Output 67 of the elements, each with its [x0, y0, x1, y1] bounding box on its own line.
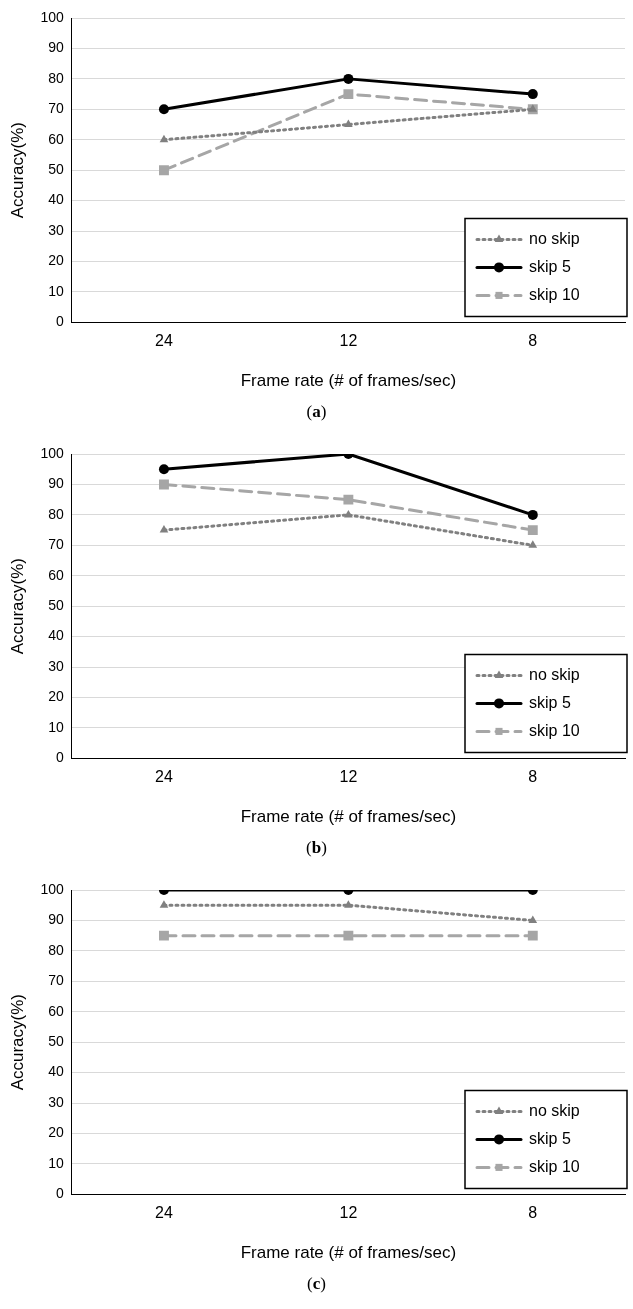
y-axis-title: Accuracy(%): [7, 994, 27, 1091]
y-tick-label: 30: [48, 1093, 64, 1110]
x-tick-label: 24: [155, 768, 173, 786]
y-tick-label: 70: [48, 972, 64, 989]
legend-label: skip 10: [529, 1157, 580, 1175]
legend-label: skip 10: [529, 721, 580, 739]
legend-label: skip 10: [529, 285, 580, 303]
point: [343, 73, 354, 84]
y-tick-label: 30: [48, 657, 64, 674]
y-tick-label: 10: [48, 1154, 64, 1171]
x-tick-label: 8: [528, 768, 538, 786]
legend-label: no skip: [529, 1101, 580, 1119]
x-tick-label: 24: [155, 332, 173, 350]
y-axis-title: Accuracy(%): [7, 122, 27, 219]
x-tick-label: 12: [339, 1204, 358, 1222]
legend-label: no skip: [529, 665, 580, 683]
x-tick-label: 24: [155, 1204, 173, 1222]
y-tick-label: 100: [40, 444, 64, 461]
y-tick-label: 90: [48, 39, 64, 56]
y-tick-label: 100: [40, 880, 64, 897]
y-tick-label: 40: [48, 627, 64, 644]
y-tick-label: 90: [48, 911, 64, 928]
y-tick-label: 0: [55, 1185, 64, 1202]
text: (b): [305, 838, 328, 858]
x-axis-title: Frame rate (# of frames/sec): [240, 1243, 457, 1263]
x-axis-title: Frame rate (# of frames/sec): [240, 807, 457, 827]
point: [158, 104, 169, 115]
text: (c): [306, 1274, 327, 1294]
y-tick-label: 30: [48, 221, 64, 238]
point: [344, 119, 353, 128]
y-tick-label: 50: [48, 597, 64, 614]
y-tick-label: 40: [48, 1063, 64, 1080]
legend-label: no skip: [529, 229, 580, 247]
y-tick-label: 60: [48, 566, 64, 583]
x-tick-label: 12: [339, 332, 358, 350]
text: (a): [305, 402, 328, 422]
point: [527, 89, 538, 100]
legend-label: skip 5: [529, 693, 571, 711]
y-tick-label: 70: [48, 100, 64, 117]
y-axis-title: Accuracy(%): [7, 558, 27, 655]
y-tick-label: 90: [48, 475, 64, 492]
x-axis-title: Frame rate (# of frames/sec): [240, 371, 457, 391]
point: [159, 134, 169, 143]
y-tick-label: 20: [48, 1124, 64, 1141]
x-tick-label: 8: [528, 332, 538, 350]
y-tick-label: 0: [55, 749, 64, 766]
y-tick-label: 0: [55, 313, 64, 330]
y-tick-label: 60: [48, 130, 64, 147]
y-tick-label: 100: [40, 8, 64, 25]
y-tick-label: 10: [48, 282, 64, 299]
y-tick-label: 80: [48, 941, 64, 958]
x-tick-label: 8: [528, 1204, 538, 1222]
y-tick-label: 40: [48, 191, 64, 208]
y-tick-label: 50: [48, 161, 64, 178]
legend-label: skip 5: [529, 257, 571, 275]
y-tick-label: 10: [48, 718, 64, 735]
y-tick-label: 60: [48, 1002, 64, 1019]
y-tick-label: 80: [48, 505, 64, 522]
legend-label: skip 5: [529, 1129, 571, 1147]
y-tick-label: 80: [48, 69, 64, 86]
point: [159, 165, 169, 176]
y-tick-label: 50: [48, 1033, 64, 1050]
y-tick-label: 20: [48, 688, 64, 705]
y-tick-label: 20: [48, 252, 64, 269]
x-tick-label: 12: [339, 768, 358, 786]
y-tick-label: 70: [48, 536, 64, 553]
point: [343, 89, 354, 100]
